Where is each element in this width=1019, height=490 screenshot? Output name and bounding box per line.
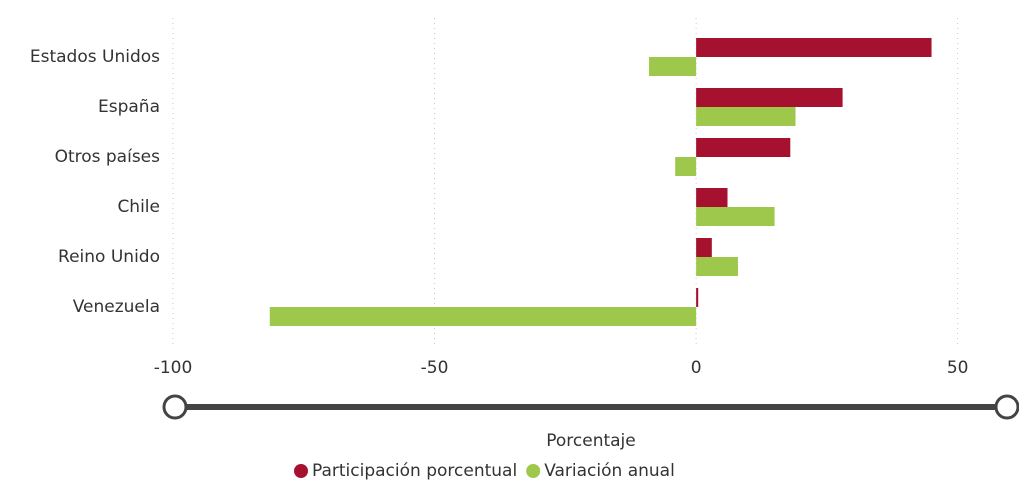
slider-handle[interactable] <box>162 394 188 420</box>
bar <box>696 188 728 207</box>
plot: -100 -50 0 50 Estados Unidos España Otros país… <box>30 18 969 481</box>
legend-swatch <box>294 464 308 478</box>
bar <box>675 157 697 176</box>
bar <box>649 57 697 76</box>
y-tick-label: España <box>98 97 160 117</box>
y-tick-label: Otros países <box>55 147 161 167</box>
x-tick-label: -50 <box>421 358 449 378</box>
x-axis-label: Porcentaje <box>546 431 636 451</box>
bar <box>696 107 796 126</box>
bar <box>269 307 697 326</box>
bar <box>696 257 738 276</box>
bar <box>696 88 843 107</box>
legend: Participación porcentual Variación anual <box>294 461 675 481</box>
slider-handle[interactable] <box>994 394 1019 420</box>
x-tick-label: 50 <box>947 358 969 378</box>
range-slider[interactable] <box>162 394 1019 420</box>
bar <box>696 38 932 57</box>
legend-label: Participación porcentual <box>312 461 517 481</box>
legend-swatch <box>526 464 541 478</box>
y-tick-label: Estados Unidos <box>30 47 160 67</box>
x-tick-label: -100 <box>154 358 193 378</box>
bar <box>696 288 699 307</box>
bar <box>696 238 712 257</box>
y-tick-label: Reino Unido <box>58 247 160 267</box>
y-tick-label: Venezuela <box>73 297 160 317</box>
y-tick-label: Chile <box>117 197 160 217</box>
bar <box>696 207 775 226</box>
bar <box>696 138 791 157</box>
legend-label: Variación anual <box>544 461 675 481</box>
x-tick-label: 0 <box>691 358 702 378</box>
